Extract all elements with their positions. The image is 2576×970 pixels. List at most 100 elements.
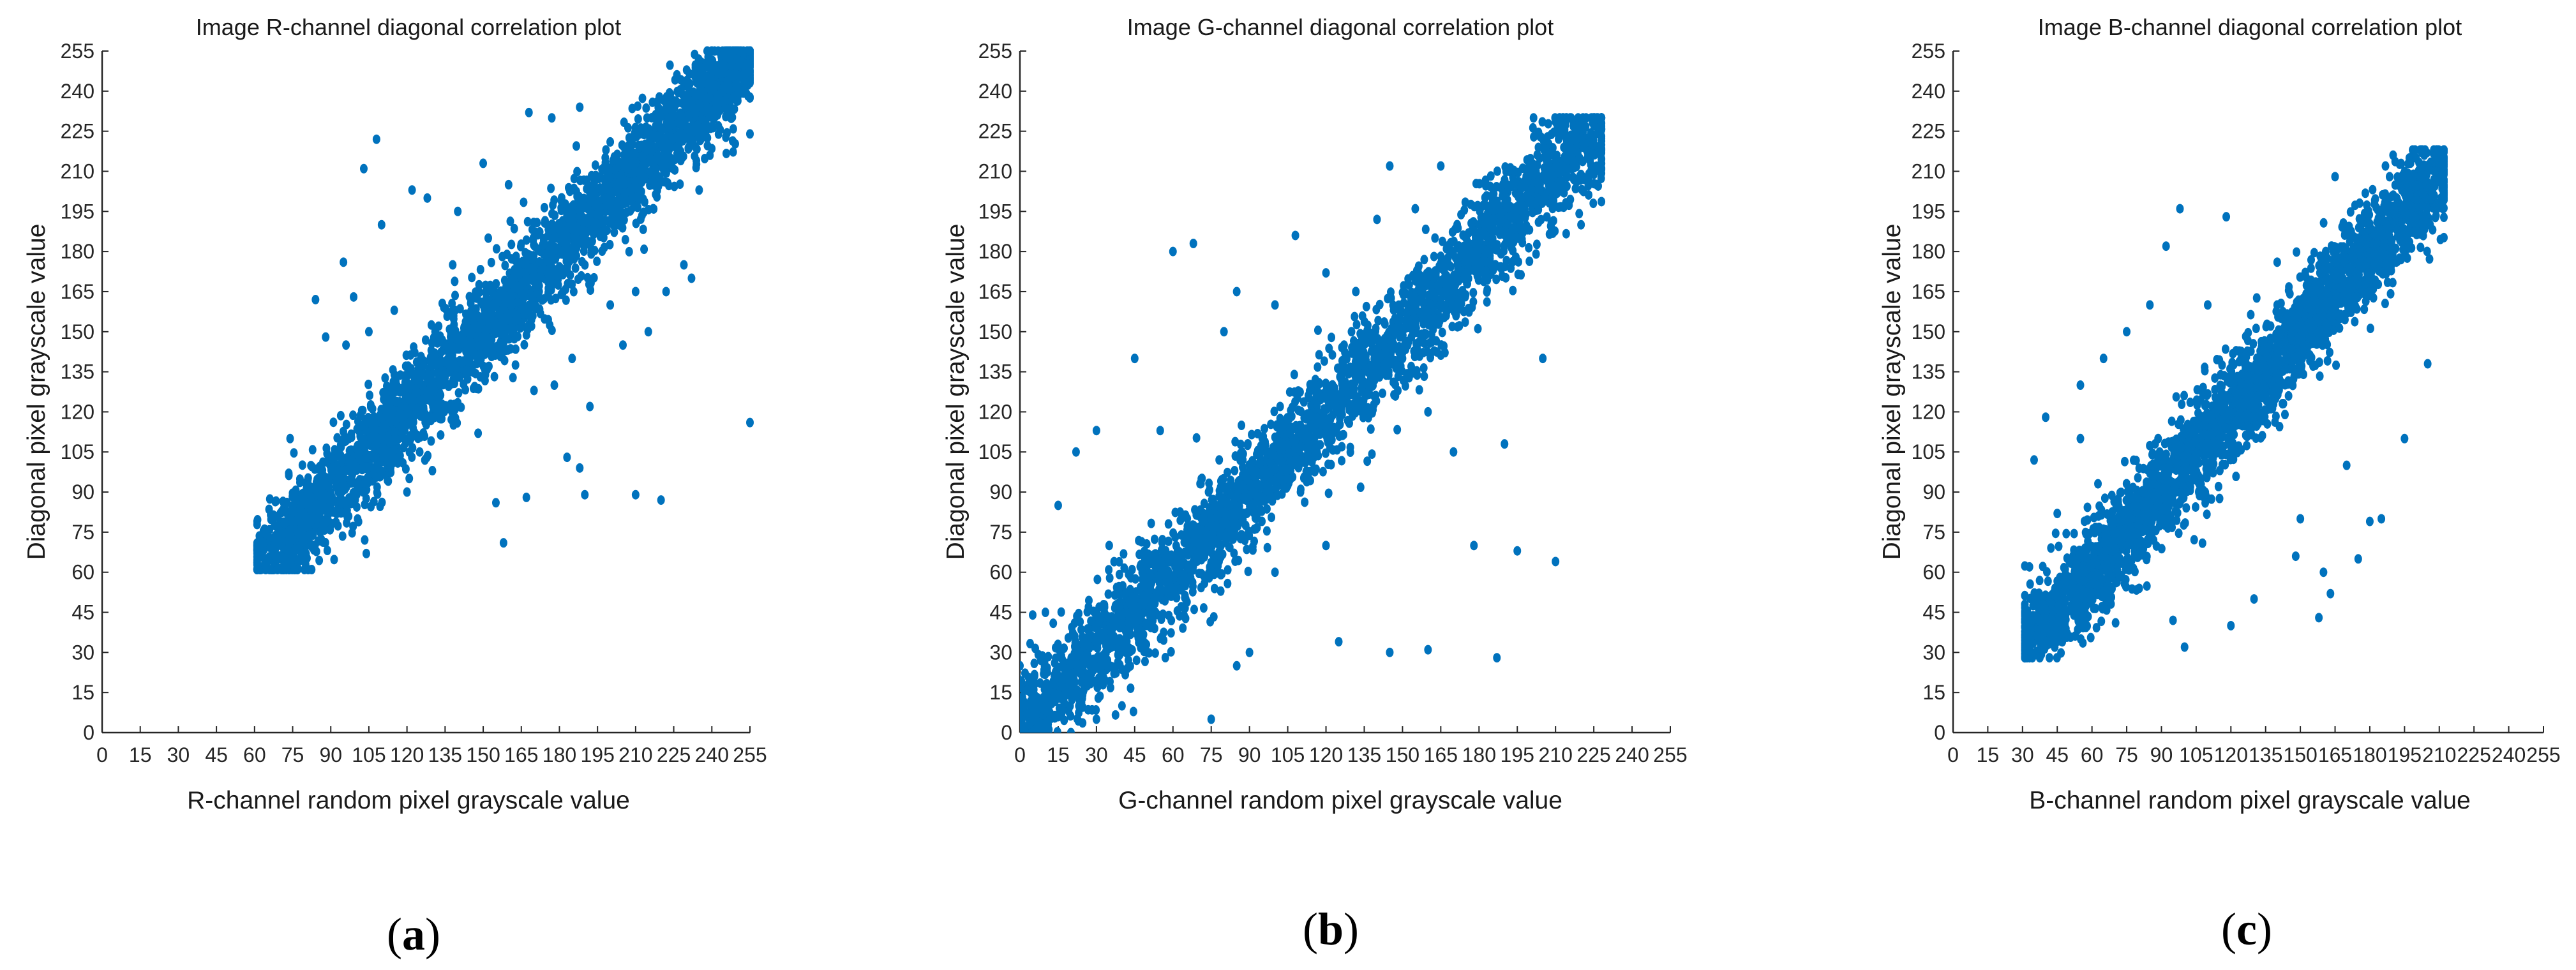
data-point [472, 351, 481, 361]
data-point [527, 321, 535, 331]
data-point [521, 268, 529, 278]
data-point [308, 445, 317, 455]
data-point [1093, 574, 1102, 585]
data-point [1351, 311, 1359, 322]
data-point [610, 227, 618, 237]
y-tick-label: 255 [61, 40, 94, 63]
data-point [684, 144, 693, 154]
data-point [591, 160, 599, 170]
data-point [1328, 332, 1336, 343]
data-point [1223, 467, 1231, 477]
x-tick-label: 60 [1162, 743, 1185, 766]
data-point [625, 246, 633, 257]
data-point [363, 473, 371, 483]
data-point [746, 93, 754, 103]
data-point [273, 565, 281, 575]
data-point [1199, 603, 1208, 613]
data-point [633, 192, 641, 202]
data-point [520, 197, 528, 207]
data-point [569, 287, 578, 297]
data-point [1031, 733, 1038, 743]
data-point [698, 106, 706, 116]
data-point [723, 107, 731, 117]
data-point [1137, 537, 1146, 547]
data-point [593, 256, 601, 266]
data-point [1544, 119, 1552, 129]
data-point [530, 385, 538, 396]
data-point [568, 354, 576, 364]
data-point [451, 290, 460, 301]
data-point [1157, 614, 1165, 624]
data-point [522, 330, 530, 340]
data-point [412, 357, 421, 368]
data-point [1543, 212, 1551, 222]
data-point [696, 135, 705, 146]
data-point [454, 342, 462, 352]
data-point [1437, 350, 1445, 361]
data-point [666, 60, 674, 70]
scatter-panel-a: Image R-channel diagonal correlation plo… [23, 14, 767, 960]
data-point [611, 165, 619, 175]
data-point [368, 432, 376, 442]
data-point [316, 461, 324, 472]
data-point [1562, 228, 1570, 239]
data-point [491, 498, 500, 508]
data-point [1319, 466, 1327, 477]
data-point [640, 207, 648, 218]
data-point [359, 435, 368, 445]
data-point [467, 338, 476, 348]
data-point [361, 535, 369, 545]
data-point [1538, 117, 1546, 127]
data-point [596, 210, 604, 220]
data-point [572, 141, 580, 151]
y-tick-label: 180 [61, 240, 94, 263]
data-point [399, 458, 407, 468]
data-point [368, 404, 377, 414]
data-point [308, 565, 316, 575]
data-point [1217, 586, 1225, 596]
data-point [1224, 578, 1232, 588]
y-axis-label: Diagonal pixel grayscale value [942, 224, 970, 560]
chart-title: Image G-channel diagonal correlation plo… [1127, 14, 1554, 40]
y-tick-label: 210 [61, 160, 94, 183]
data-point [1210, 583, 1218, 593]
data-point [669, 133, 677, 144]
data-point [402, 350, 410, 361]
data-point [637, 123, 645, 133]
x-tick-label: 255 [1653, 743, 1687, 766]
panel-caption: (a) [387, 909, 440, 960]
data-point [298, 460, 306, 470]
data-point [468, 272, 476, 283]
data-point [1457, 209, 1465, 220]
data-point [389, 381, 398, 391]
data-point [1430, 251, 1438, 262]
data-point [507, 292, 516, 302]
y-tick-label: 255 [978, 40, 1012, 63]
data-point [730, 71, 738, 81]
data-point [722, 148, 730, 158]
data-point [517, 239, 525, 250]
data-point [334, 521, 342, 531]
data-point [746, 46, 754, 56]
data-point [689, 125, 697, 135]
data-point [497, 286, 505, 296]
data-point [1072, 733, 1080, 743]
data-point [484, 233, 493, 243]
data-point [440, 302, 448, 313]
data-point [1314, 362, 1322, 372]
data-point [1461, 317, 1469, 327]
data-point [724, 75, 732, 86]
data-point [705, 112, 714, 122]
data-point [1105, 565, 1113, 575]
y-axis-label: Diagonal pixel grayscale value [23, 224, 50, 560]
data-point [1346, 362, 1354, 373]
data-point [631, 287, 640, 297]
data-point [291, 516, 299, 526]
data-point [1502, 255, 1511, 265]
data-point [564, 251, 572, 261]
data-point [303, 514, 311, 524]
y-tick-label: 135 [978, 361, 1012, 384]
data-point [453, 371, 461, 382]
data-point [1262, 504, 1271, 514]
data-point [474, 428, 483, 438]
